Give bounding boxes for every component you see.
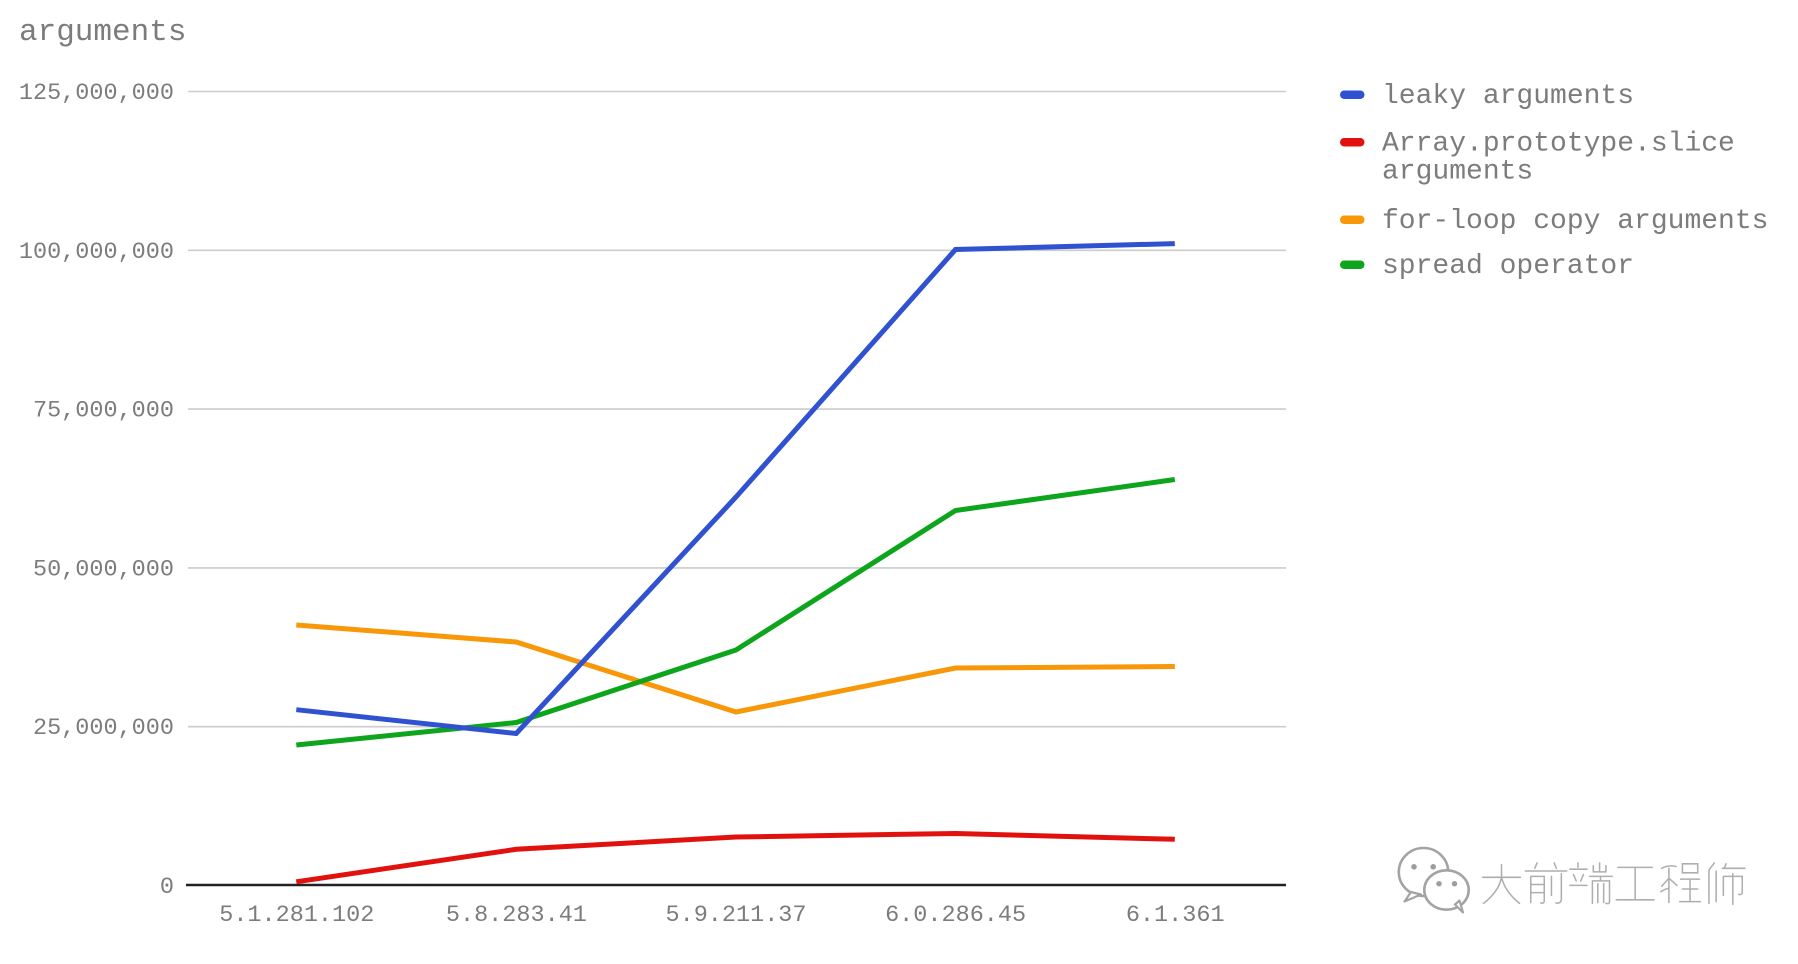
svg-text:6.1.361: 6.1.361 bbox=[1126, 902, 1225, 929]
svg-text:5.8.283.41: 5.8.283.41 bbox=[446, 902, 587, 929]
svg-text:100,000,000: 100,000,000 bbox=[19, 239, 174, 266]
svg-text:arguments: arguments bbox=[19, 15, 186, 50]
svg-text:6.0.286.45: 6.0.286.45 bbox=[885, 902, 1026, 929]
svg-text:5.1.281.102: 5.1.281.102 bbox=[219, 902, 374, 929]
svg-text:25,000,000: 25,000,000 bbox=[33, 715, 174, 742]
svg-text:spread operator: spread operator bbox=[1382, 251, 1634, 282]
svg-text:leaky arguments: leaky arguments bbox=[1382, 81, 1634, 112]
svg-text:Array.prototype.slice: Array.prototype.slice bbox=[1382, 129, 1735, 160]
svg-text:125,000,000: 125,000,000 bbox=[19, 80, 174, 107]
svg-text:5.9.211.37: 5.9.211.37 bbox=[665, 902, 806, 929]
svg-text:0: 0 bbox=[160, 874, 174, 901]
svg-text:for-loop copy arguments: for-loop copy arguments bbox=[1382, 206, 1768, 237]
svg-text:arguments: arguments bbox=[1382, 157, 1533, 188]
svg-text:50,000,000: 50,000,000 bbox=[33, 556, 174, 583]
svg-text:75,000,000: 75,000,000 bbox=[33, 398, 174, 425]
